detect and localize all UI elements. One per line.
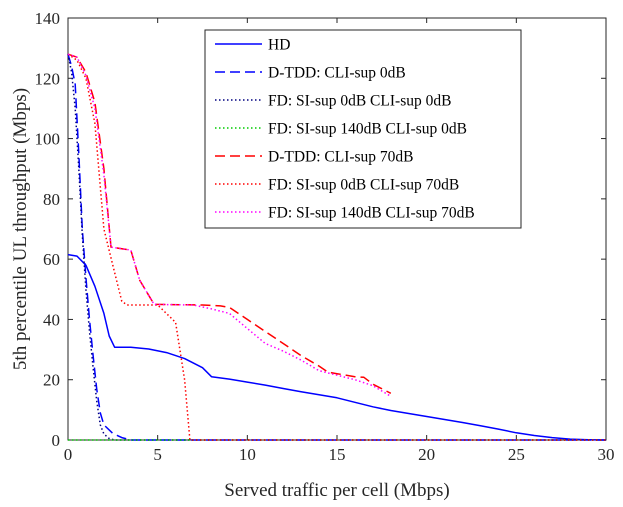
- x-tick-label: 5: [153, 445, 162, 464]
- legend: HD D-TDD: CLI-sup 0dB FD: SI-sup 0dB CLI-s…: [204, 29, 522, 229]
- y-tick-label: 60: [43, 250, 60, 269]
- y-tick-label: 80: [43, 190, 60, 209]
- x-tick-label: 30: [598, 445, 615, 464]
- y-axis-label: 5th percentile UL throughput (Mbps): [10, 88, 31, 370]
- y-tick-label: 40: [43, 310, 60, 329]
- series-line: [67, 253, 607, 441]
- x-tick-label: 10: [239, 445, 256, 464]
- axis-ticks: 0 5 10 15 20 25 30 0 20 40 60 80 100 120 140: [35, 9, 615, 464]
- series-line: [67, 53, 392, 397]
- x-tick-label: 25: [508, 445, 525, 464]
- series-line: [67, 53, 606, 441]
- x-axis-label: Served traffic per cell (Mbps): [224, 480, 449, 501]
- legend-label: D-TDD: CLI-sup 70dB: [268, 149, 414, 166]
- legend-label: D-TDD: CLI-sup 0dB: [268, 65, 406, 82]
- legend-label: FD: SI-sup 140dB CLI-sup 70dB: [268, 205, 475, 222]
- legend-box: [204, 29, 522, 229]
- y-tick-label: 20: [43, 371, 60, 390]
- series-layer: [67, 53, 607, 441]
- y-tick-label: 0: [52, 431, 61, 450]
- legend-label: HD: [268, 37, 290, 54]
- legend-label: FD: SI-sup 0dB CLI-sup 70dB: [268, 177, 459, 194]
- x-tick-label: 15: [329, 445, 346, 464]
- x-tick-label: 20: [418, 445, 435, 464]
- x-tick-label: 0: [64, 445, 73, 464]
- y-tick-label: 120: [35, 69, 61, 88]
- legend-label: FD: SI-sup 140dB CLI-sup 0dB: [268, 121, 467, 138]
- y-tick-label: 100: [35, 130, 61, 149]
- series-line: [67, 53, 606, 441]
- series-line: [67, 54, 606, 441]
- legend-label: FD: SI-sup 0dB CLI-sup 0dB: [268, 93, 451, 110]
- legend-entries: HD D-TDD: CLI-sup 0dB FD: SI-sup 0dB CLI-s…: [215, 37, 475, 222]
- y-tick-label: 140: [35, 9, 61, 28]
